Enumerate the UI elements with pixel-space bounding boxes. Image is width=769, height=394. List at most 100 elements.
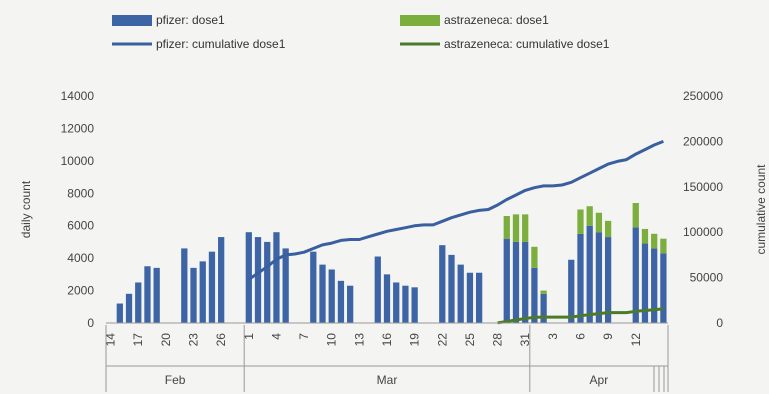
pfizer-dose1-bar (577, 233, 584, 323)
y-tick-label: 12000 (61, 121, 95, 135)
pfizer-dose1-bar (144, 266, 151, 323)
y2-tick-label: 250000 (683, 89, 723, 103)
pfizer-dose1-bar (522, 241, 529, 323)
x-tick-label: 23 (187, 333, 201, 347)
pfizer-dose1-bar (273, 232, 280, 323)
pfizer-dose1-bar (135, 282, 142, 323)
legend-pfizer-cumulative-label: pfizer: cumulative dose1 (156, 37, 286, 51)
legend-pfizer-dose1-swatch (112, 15, 152, 26)
astrazeneca-cumulative-line (497, 307, 664, 325)
y-tick-label: 14000 (61, 89, 95, 103)
x-tick-label: 17 (131, 333, 145, 347)
legend-astrazeneca-dose1-swatch (400, 15, 440, 26)
pfizer-cumulative-line (247, 140, 664, 281)
legend-astrazeneca-dose1-label: astrazeneca: dose1 (444, 13, 549, 27)
x-tick-label: 31 (518, 333, 532, 347)
pfizer-dose1-bar (568, 259, 575, 323)
astrazeneca-dose1-bar (586, 206, 593, 226)
pfizer-dose1-bar (632, 227, 639, 323)
pfizer-dose1-bar (347, 285, 354, 323)
x-tick-label: 12 (629, 333, 643, 347)
x-tick-label: 22 (435, 333, 449, 347)
pfizer-dose1-bar (475, 272, 483, 323)
y-tick-label: 4000 (67, 251, 94, 265)
pfizer-dose1-bar (641, 243, 649, 323)
pfizer-dose1-bar (651, 248, 658, 323)
legend-astrazeneca-cumulative-label: astrazeneca: cumulative dose1 (444, 37, 610, 51)
y2-axis-title: cumulative count (754, 164, 768, 255)
pfizer-dose1-bar (383, 274, 391, 323)
astrazeneca-dose1-bar (604, 220, 612, 238)
x-tick-label: 9 (601, 333, 615, 340)
astrazeneca-dose1-bar (660, 238, 667, 254)
y-tick-label: 10000 (61, 154, 95, 168)
astrazeneca-dose1-bar (632, 203, 639, 228)
y2-tick-label: 0 (716, 316, 723, 330)
x-tick-label: 7 (297, 333, 311, 340)
x-tick-label: 3 (546, 333, 560, 340)
y2-tick-label: 200000 (683, 134, 723, 148)
x-tick-label: 26 (214, 333, 228, 347)
astrazeneca-dose1-bar (540, 290, 547, 294)
pfizer-dose1-bar (448, 254, 455, 323)
x-tick-label: 1 (242, 333, 256, 340)
y-tick-label: 6000 (67, 219, 94, 233)
y-axis-title: daily count (19, 180, 33, 238)
x-tick-label: 13 (352, 333, 366, 347)
legend-pfizer-dose1-label: pfizer: dose1 (156, 13, 225, 27)
pfizer-dose1-bar (218, 237, 225, 323)
astrazeneca-dose1-bar (522, 214, 529, 242)
month-label: Apr (590, 373, 609, 387)
pfizer-dose1-bar (586, 225, 593, 323)
y-tick-label: 0 (87, 316, 94, 330)
y2-tick-label: 100000 (683, 225, 723, 239)
pfizer-dose1-bar (531, 267, 538, 323)
pfizer-dose1-bar (337, 280, 345, 323)
pfizer-dose1-bar (512, 241, 520, 323)
astrazeneca-dose1-bar (651, 233, 658, 249)
y-tick-label: 8000 (67, 186, 94, 200)
pfizer-dose1-bar (264, 241, 271, 323)
x-tick-label: 10 (325, 333, 339, 347)
y2-tick-label: 150000 (683, 180, 723, 194)
x-tick-label: 28 (491, 333, 505, 347)
month-label: Feb (165, 373, 186, 387)
astrazeneca-dose1-bar (577, 209, 584, 234)
pfizer-dose1-bar (282, 248, 289, 323)
y-tick-label: 2000 (67, 284, 94, 298)
astrazeneca-dose1-bar (531, 246, 538, 268)
pfizer-dose1-bar (116, 303, 123, 323)
pfizer-dose1-bar (310, 251, 317, 323)
pfizer-dose1-bar (595, 232, 603, 323)
x-tick-label: 25 (463, 333, 477, 347)
pfizer-dose1-bar (402, 285, 409, 323)
pfizer-dose1-bar (153, 267, 160, 323)
x-tick-label: 20 (159, 333, 173, 347)
pfizer-dose1-bar (319, 264, 326, 323)
x-tick-label: 6 (573, 333, 587, 340)
pfizer-dose1-bar (604, 237, 612, 323)
pfizer-dose1-bar (254, 237, 262, 323)
pfizer-dose1-bar (457, 264, 464, 323)
pfizer-dose1-bar (660, 253, 667, 323)
astrazeneca-dose1-bar (595, 212, 603, 233)
pfizer-dose1-bar (374, 256, 381, 323)
x-tick-label: 19 (408, 333, 422, 347)
pfizer-dose1-bar (411, 287, 418, 323)
x-tick-label: 16 (380, 333, 394, 347)
pfizer-dose1-bar (208, 251, 216, 323)
astrazeneca-dose1-bar (503, 215, 510, 239)
month-label: Mar (377, 373, 398, 387)
pfizer-dose1-bar (439, 245, 446, 323)
pfizer-dose1-bar (503, 238, 510, 323)
pfizer-dose1-bar (393, 282, 400, 323)
pfizer-dose1-bar (199, 261, 206, 323)
pfizer-dose1-bar (181, 248, 188, 323)
astrazeneca-dose1-bar (512, 214, 520, 242)
x-tick-label: 4 (269, 333, 283, 340)
pfizer-dose1-bar (125, 293, 133, 323)
pfizer-dose1-bar (328, 269, 335, 323)
pfizer-dose1-bar (466, 272, 474, 323)
pfizer-dose1-bar (540, 293, 547, 323)
